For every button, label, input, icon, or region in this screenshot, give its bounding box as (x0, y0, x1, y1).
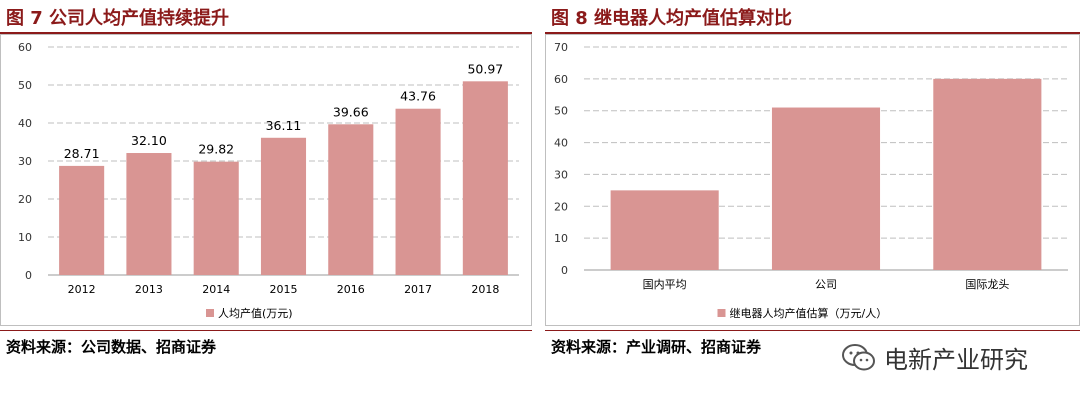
legend: 人均产值(万元) (206, 306, 293, 320)
y-tick-label: 10 (18, 231, 32, 244)
x-tick-label: 2017 (404, 283, 432, 296)
legend-label: 继电器人均产值估算（万元/人） (730, 306, 888, 320)
wechat-icon (842, 343, 875, 370)
figure-7-title: 图 7 公司人均产值持续提升 (6, 8, 230, 29)
bar-2016 (328, 124, 374, 276)
x-tick-label: 2018 (471, 283, 499, 296)
legend-label: 人均产值(万元) (218, 306, 293, 320)
watermark: 电新产业研究 (842, 340, 1028, 375)
figure-8-source-rule (545, 330, 1080, 331)
y-tick-label: 30 (554, 168, 568, 181)
y-tick-label: 60 (18, 41, 32, 54)
figure-8-title-rule (545, 32, 1080, 34)
x-tick-label: 2015 (270, 283, 298, 296)
bar-公司 (771, 107, 881, 271)
legend-swatch (206, 309, 214, 317)
bar-2014 (193, 161, 239, 275)
figure-8-title: 图 8 继电器人均产值估算对比 (551, 8, 793, 29)
x-tick-label: 国内平均 (643, 277, 687, 291)
y-tick-label: 40 (18, 117, 32, 130)
data-label: 32.10 (131, 133, 167, 148)
x-tick-label: 2012 (68, 283, 96, 296)
figure-7-plot-area: 0 10 20 30 40 50 60 28.71 2012 32.10 2013 29.82 2014… (0, 34, 532, 326)
y-tick-label: 20 (554, 200, 568, 213)
data-label: 39.66 (333, 104, 369, 119)
legend-swatch (717, 309, 726, 317)
bar-2015 (260, 137, 307, 275)
bar-2013 (126, 153, 172, 275)
x-tick-label: 2016 (337, 283, 365, 296)
figure-7-bar-chart: 0 10 20 30 40 50 60 28.71 2012 32.10 2013 29.82 2014… (18, 41, 519, 320)
watermark-text: 电新产业研究 (884, 346, 1028, 374)
data-label: 43.76 (400, 89, 436, 104)
figure-7-title-rule (0, 32, 532, 34)
y-tick-label: 30 (18, 155, 32, 168)
legend: 继电器人均产值估算（万元/人） (717, 306, 888, 320)
y-tick-label: 0 (25, 269, 32, 282)
data-label: 28.71 (64, 146, 100, 161)
figure-7-source-rule (0, 330, 532, 331)
y-tick-label: 0 (561, 264, 568, 277)
y-tick-label: 60 (554, 73, 568, 86)
data-label: 29.82 (198, 142, 234, 157)
figure-8-source: 资料来源：产业调研、招商证券 (551, 338, 762, 356)
x-tick-label: 2013 (135, 283, 163, 296)
y-tick-label: 50 (18, 79, 32, 92)
x-tick-label: 公司 (815, 278, 837, 291)
bar-2018 (462, 81, 508, 275)
figure-8-plot-area: 0 10 20 30 40 50 60 70 国内平均 公司 国际龙头继电器人均产值估算（万元/人） (545, 34, 1080, 326)
x-tick-label: 2014 (202, 283, 230, 296)
bar-2012 (59, 165, 105, 275)
data-label: 36.11 (266, 118, 302, 133)
y-tick-label: 10 (554, 232, 568, 245)
bar-国际龙头 (933, 78, 1042, 270)
data-label: 50.97 (467, 61, 503, 76)
y-tick-label: 40 (554, 137, 568, 150)
y-tick-label: 50 (554, 105, 568, 118)
figure-7-source: 资料来源：公司数据、招商证券 (6, 338, 217, 356)
bar-2017 (395, 108, 441, 275)
y-tick-label: 70 (554, 41, 568, 54)
x-tick-label: 国际龙头 (965, 278, 1009, 291)
y-tick-label: 20 (18, 193, 32, 206)
bar-国内平均 (610, 190, 719, 270)
